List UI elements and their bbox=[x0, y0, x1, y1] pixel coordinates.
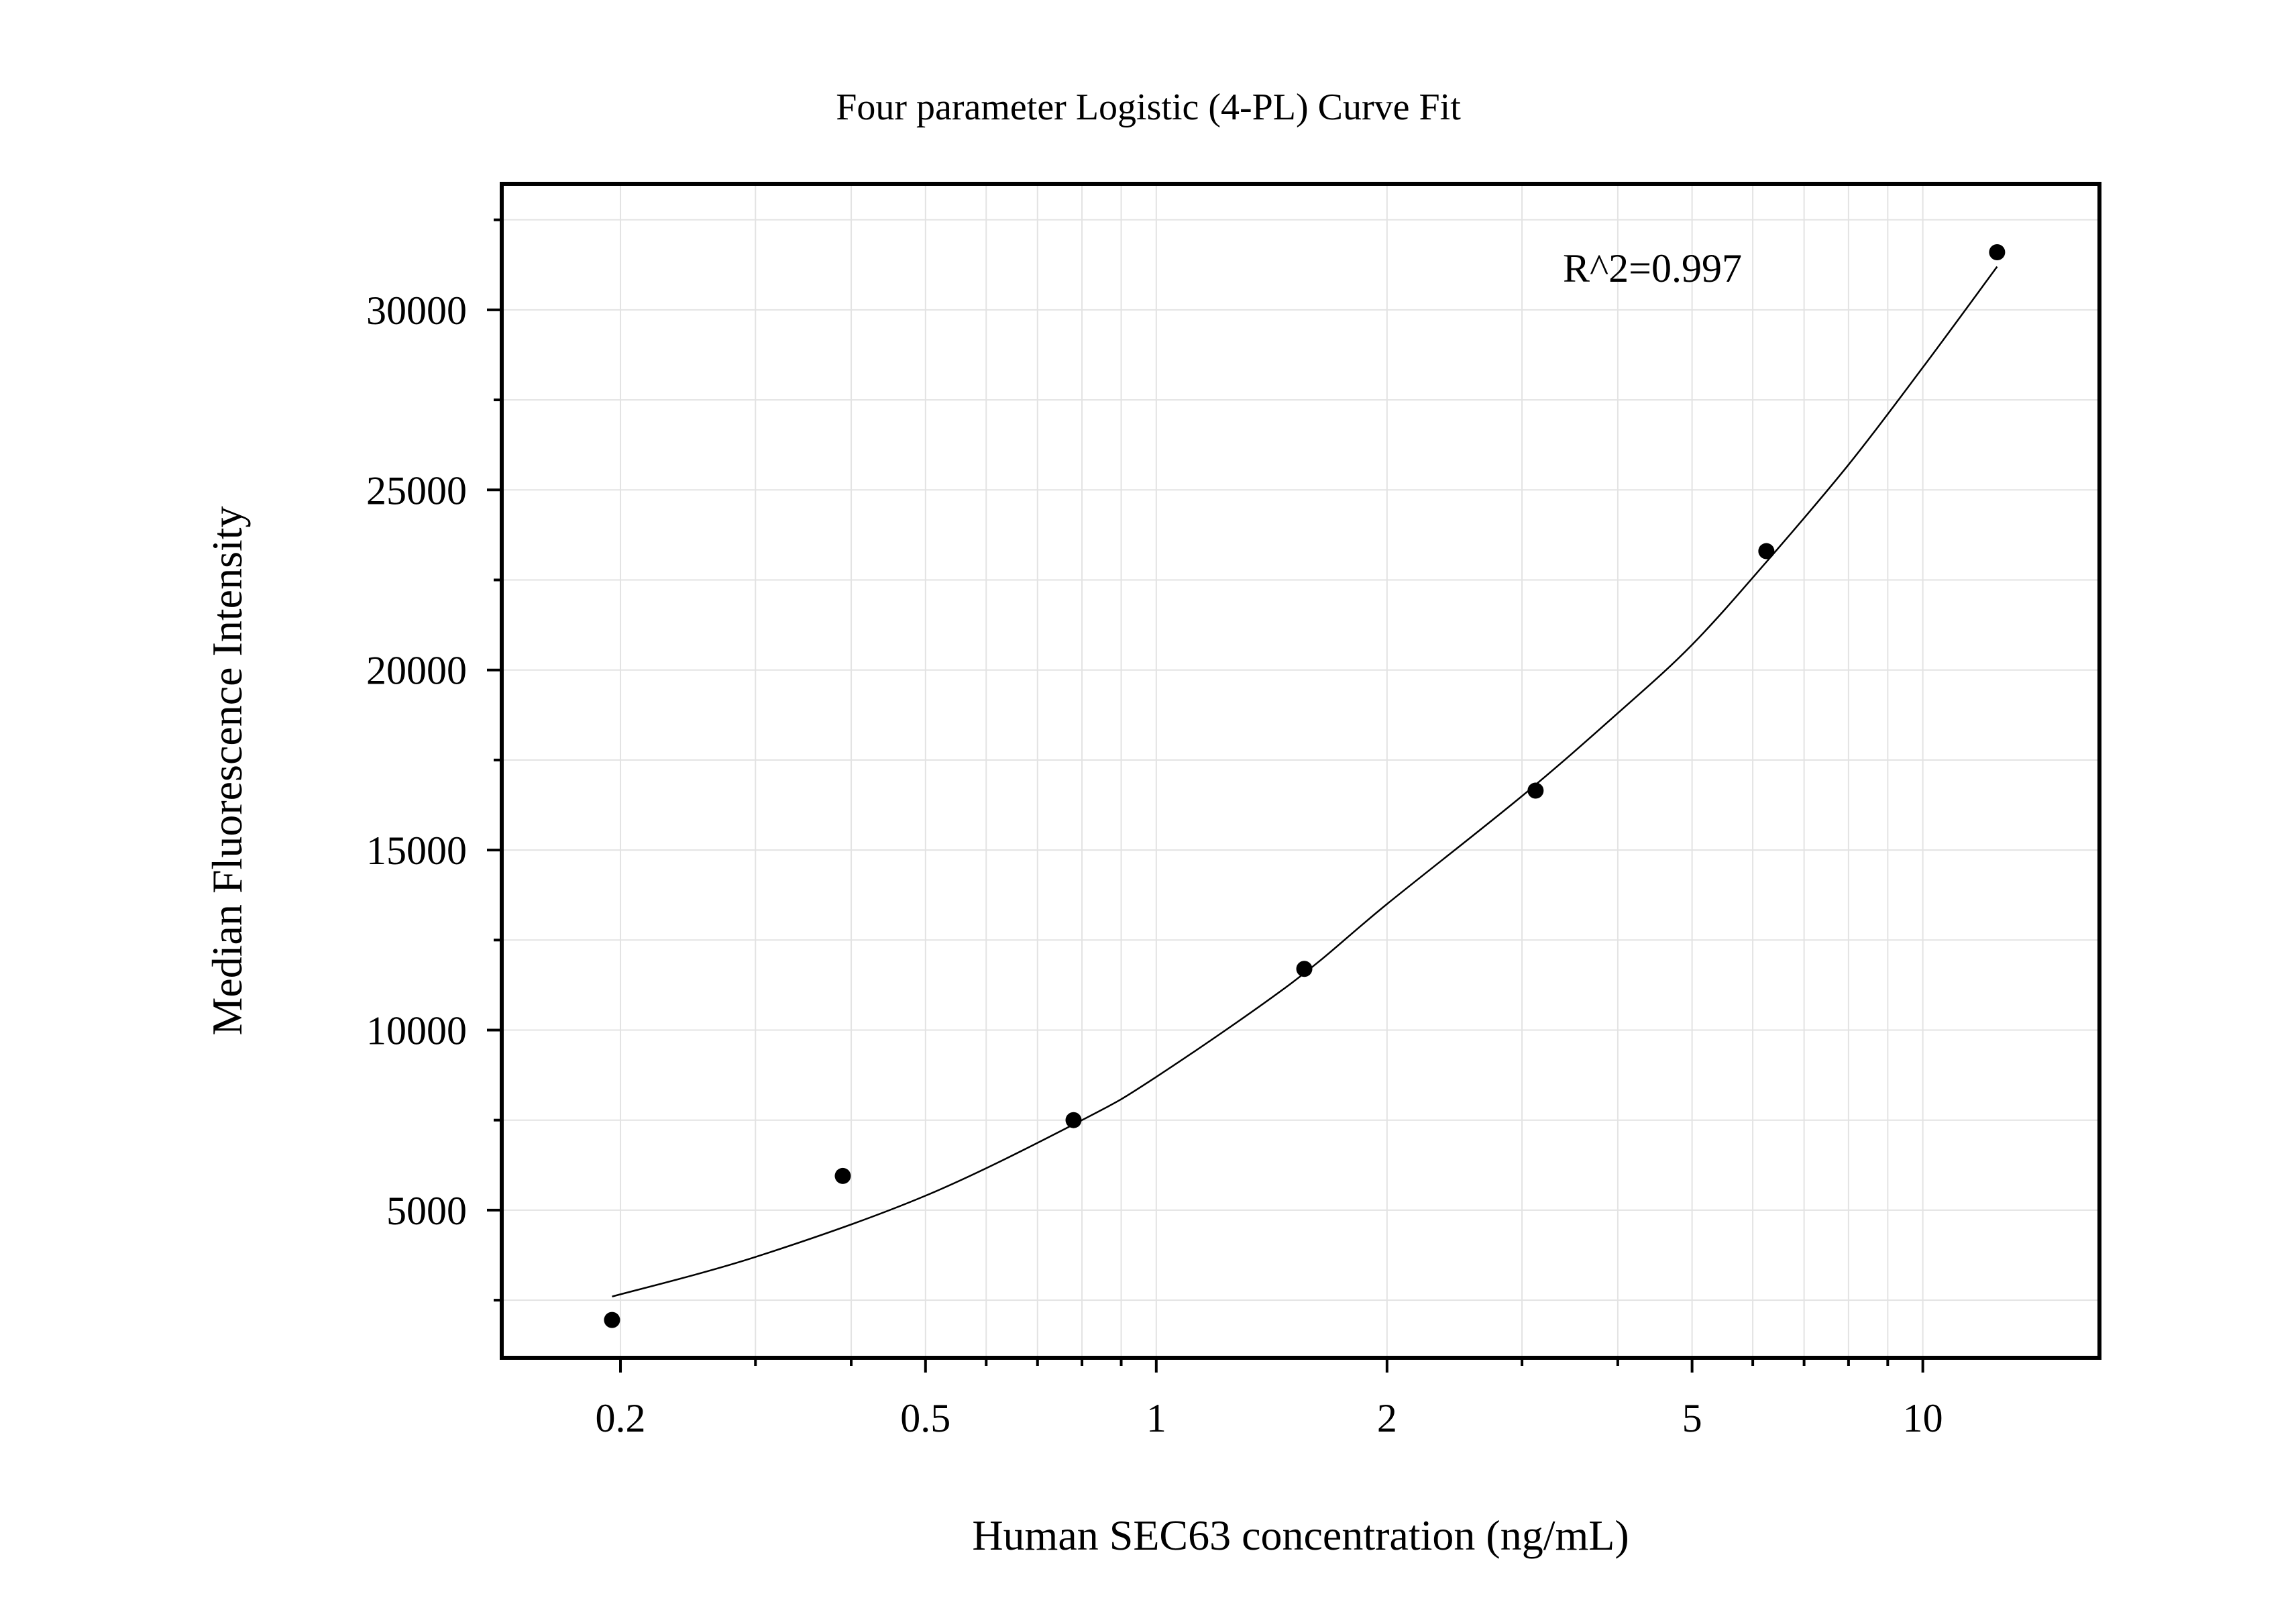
x-tick-label: 2 bbox=[1377, 1396, 1397, 1440]
x-axis-title: Human SEC63 concentration (ng/mL) bbox=[972, 1511, 1629, 1559]
x-tick-label: 0.5 bbox=[900, 1396, 950, 1440]
y-tick-label: 30000 bbox=[366, 288, 467, 333]
grid-lines bbox=[502, 184, 2099, 1358]
y-tick-label: 20000 bbox=[366, 649, 467, 693]
chart-title: Four parameter Logistic (4-PL) Curve Fit bbox=[836, 87, 1461, 128]
fit-curve bbox=[612, 266, 1998, 1297]
axis-ticks bbox=[487, 218, 1924, 1373]
tick-labels: 0.2 0.5 1 2 5 10 5000 10000 15000 20000 25000 30000 bbox=[366, 288, 1943, 1440]
y-tick-label: 10000 bbox=[366, 1009, 467, 1053]
data-point bbox=[1296, 961, 1313, 977]
data-point bbox=[834, 1167, 851, 1184]
data-points-group bbox=[604, 244, 2006, 1328]
plot-frame bbox=[500, 182, 2101, 1360]
fit-curve-group bbox=[612, 266, 1998, 1297]
data-point bbox=[1527, 782, 1544, 799]
r-squared-annotation: R^2=0.997 bbox=[1563, 246, 1742, 290]
y-axis-title: Median Fluorescence Intensity bbox=[203, 506, 251, 1035]
x-tick-label: 10 bbox=[1903, 1396, 1943, 1440]
y-tick-label: 15000 bbox=[366, 828, 467, 873]
data-point bbox=[1065, 1112, 1082, 1128]
x-tick-label: 0.2 bbox=[596, 1396, 646, 1440]
y-tick-label: 25000 bbox=[366, 468, 467, 513]
y-tick-label: 5000 bbox=[386, 1189, 467, 1233]
data-point bbox=[604, 1312, 620, 1328]
x-tick-label: 5 bbox=[1682, 1396, 1702, 1440]
data-point bbox=[1758, 543, 1775, 559]
x-tick-label: 1 bbox=[1146, 1396, 1166, 1440]
data-point bbox=[1989, 244, 2006, 260]
